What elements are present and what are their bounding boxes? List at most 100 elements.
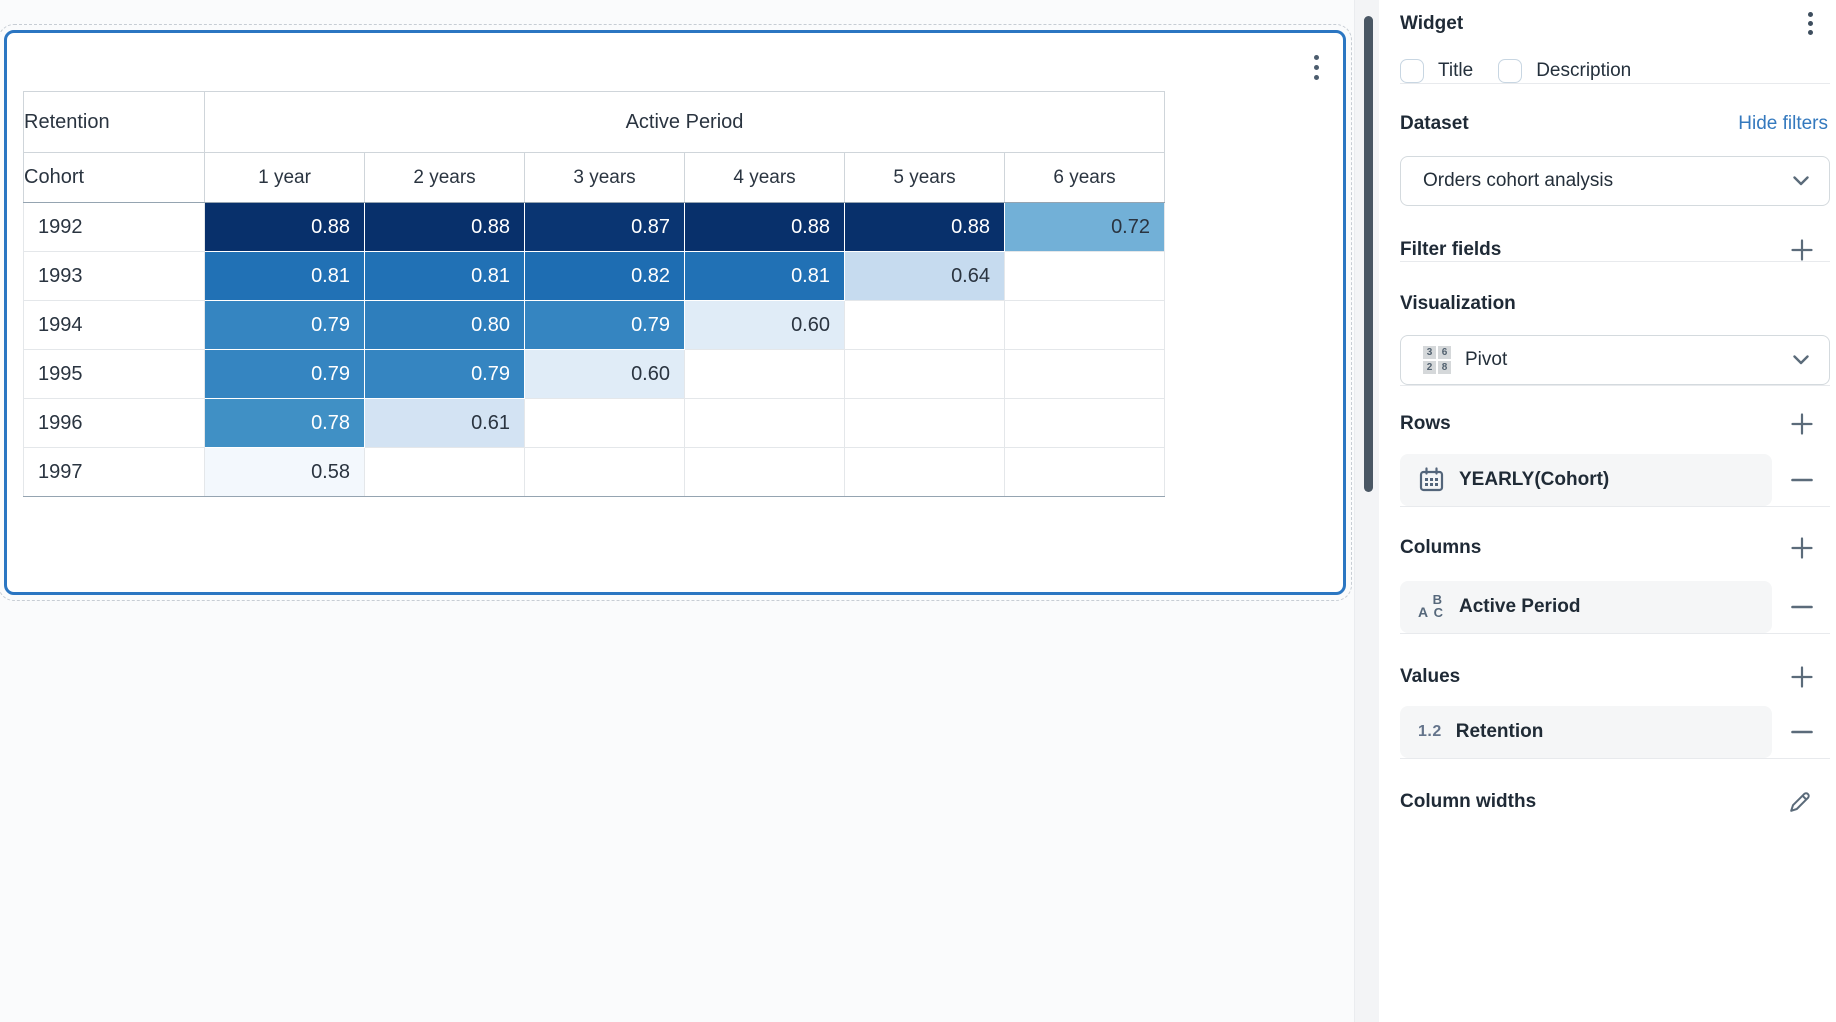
- pivot-cell[interactable]: 0.64: [844, 251, 1005, 301]
- plus-icon: [1791, 413, 1813, 435]
- visualization-select-value: Pivot: [1465, 349, 1508, 370]
- pivot-cell[interactable]: 0.82: [524, 251, 685, 301]
- pivot-cell-empty[interactable]: [684, 447, 845, 497]
- widget-card[interactable]: Retention Active Period Cohort 1 year 2 year…: [0, 24, 1352, 601]
- column-field-label: Active Period: [1459, 596, 1581, 617]
- remove-row-field-button[interactable]: [1791, 469, 1813, 491]
- panel-title: Widget: [1400, 12, 1464, 34]
- add-value-field-button[interactable]: [1791, 666, 1813, 688]
- visualization-heading: Visualization: [1400, 293, 1516, 314]
- pivot-cell[interactable]: 0.61: [364, 398, 525, 448]
- pivot-row-label[interactable]: 1995: [23, 349, 205, 399]
- pivot-row: 1995 0.79 0.79 0.60: [23, 349, 1165, 399]
- pivot-cell-empty[interactable]: [844, 398, 1005, 448]
- remove-column-field-button[interactable]: [1791, 596, 1813, 618]
- pivot-cell-empty[interactable]: [844, 447, 1005, 497]
- pivot-cell[interactable]: 0.79: [524, 300, 685, 350]
- pivot-cell[interactable]: 0.88: [364, 202, 525, 252]
- title-checkbox-label: Title: [1438, 60, 1474, 81]
- description-checkbox-box[interactable]: [1498, 59, 1523, 83]
- pivot-cell[interactable]: 0.80: [364, 300, 525, 350]
- minus-icon: [1791, 730, 1813, 734]
- pivot-cell[interactable]: 0.60: [684, 300, 845, 350]
- add-column-field-button[interactable]: [1791, 537, 1813, 559]
- pivot-cell-empty[interactable]: [524, 398, 685, 448]
- pivot-cell[interactable]: 0.88: [684, 202, 845, 252]
- divider: [1400, 385, 1830, 386]
- pivot-cell[interactable]: 0.60: [524, 349, 685, 399]
- pivot-icon-cell: 6: [1438, 346, 1451, 359]
- pivot-icon-cell: 3: [1423, 346, 1436, 359]
- pivot-row-label[interactable]: 1996: [23, 398, 205, 448]
- pivot-column-header[interactable]: 4 years: [684, 152, 845, 203]
- pivot-row-label[interactable]: 1994: [23, 300, 205, 350]
- pivot-cell[interactable]: 0.81: [204, 251, 365, 301]
- row-field-label: YEARLY(Cohort): [1459, 469, 1610, 490]
- add-filter-field-button[interactable]: [1791, 239, 1813, 261]
- divider: [1400, 758, 1830, 759]
- workbook-canvas[interactable]: Retention Active Period Cohort 1 year 2 year…: [0, 0, 1354, 1022]
- pivot-cell-empty[interactable]: [1004, 251, 1165, 301]
- title-checkbox-box[interactable]: [1400, 59, 1424, 83]
- edit-column-widths-button[interactable]: [1787, 789, 1813, 815]
- pivot-column-header[interactable]: 2 years: [364, 152, 525, 203]
- pivot-cell-empty[interactable]: [1004, 300, 1165, 350]
- pivot-cell-empty[interactable]: [844, 349, 1005, 399]
- pivot-column-header[interactable]: 1 year: [204, 152, 365, 203]
- pivot-table[interactable]: Retention Active Period Cohort 1 year 2 year…: [23, 91, 1165, 497]
- pencil-icon: [1790, 792, 1810, 812]
- pivot-cell[interactable]: 0.58: [204, 447, 365, 497]
- pivot-cell-empty[interactable]: [1004, 447, 1165, 497]
- panel-scrollbar-track[interactable]: [1354, 0, 1380, 1022]
- pivot-column-header[interactable]: 5 years: [844, 152, 1005, 203]
- pivot-cell[interactable]: 0.81: [364, 251, 525, 301]
- pivot-row-label[interactable]: 1992: [23, 202, 205, 252]
- pivot-row: 1996 0.78 0.61: [23, 398, 1165, 448]
- divider: [1400, 633, 1830, 634]
- pivot-cell-empty[interactable]: [684, 349, 845, 399]
- value-field-label: Retention: [1455, 721, 1544, 742]
- pivot-cell[interactable]: 0.88: [844, 202, 1005, 252]
- pivot-cell-empty[interactable]: [1004, 398, 1165, 448]
- pivot-cell[interactable]: 0.79: [204, 349, 365, 399]
- dataset-select[interactable]: Orders cohort analysis: [1400, 156, 1830, 206]
- number-format-icon: 1.2: [1418, 723, 1442, 740]
- row-field-pill[interactable]: YEARLY(Cohort): [1400, 454, 1772, 506]
- panel-scrollbar-thumb[interactable]: [1364, 16, 1373, 492]
- pivot-cell-empty[interactable]: [1004, 349, 1165, 399]
- add-row-field-button[interactable]: [1791, 413, 1813, 435]
- pivot-cell-empty[interactable]: [524, 447, 685, 497]
- pivot-cell-empty[interactable]: [364, 447, 525, 497]
- pivot-column-header[interactable]: 6 years: [1004, 152, 1165, 203]
- pivot-cell[interactable]: 0.78: [204, 398, 365, 448]
- pivot-cell[interactable]: 0.79: [364, 349, 525, 399]
- pivot-cell[interactable]: 0.87: [524, 202, 685, 252]
- pivot-row-dimension-header[interactable]: Cohort: [23, 152, 205, 203]
- pivot-row-label[interactable]: 1993: [23, 251, 205, 301]
- widget-kebab-menu-icon[interactable]: [1305, 51, 1327, 83]
- chevron-down-icon: [1793, 176, 1809, 186]
- pivot-column-header[interactable]: 3 years: [524, 152, 685, 203]
- pivot-cell[interactable]: 0.79: [204, 300, 365, 350]
- divider: [1400, 261, 1830, 262]
- panel-kebab-menu-icon[interactable]: [1808, 12, 1813, 35]
- pivot-cell-empty[interactable]: [684, 398, 845, 448]
- pivot-row-label[interactable]: 1997: [23, 447, 205, 497]
- pivot-cell[interactable]: 0.88: [204, 202, 365, 252]
- value-field-pill[interactable]: 1.2 Retention: [1400, 706, 1772, 758]
- pivot-row: 1994 0.79 0.80 0.79 0.60: [23, 300, 1165, 350]
- pivot-corner-cell[interactable]: Retention: [23, 91, 205, 153]
- checkbox-title[interactable]: Title: [1400, 59, 1473, 83]
- hide-filters-link[interactable]: Hide filters: [1738, 113, 1828, 134]
- widget-toggles: Title Description: [1400, 59, 1830, 83]
- pivot-cell[interactable]: 0.81: [684, 251, 845, 301]
- pivot-cell-empty[interactable]: [844, 300, 1005, 350]
- remove-value-field-button[interactable]: [1791, 721, 1813, 743]
- minus-icon: [1791, 605, 1813, 609]
- checkbox-description[interactable]: Description: [1498, 59, 1631, 83]
- pivot-column-group-header[interactable]: Active Period: [204, 91, 1165, 153]
- pivot-cell[interactable]: 0.72: [1004, 202, 1165, 252]
